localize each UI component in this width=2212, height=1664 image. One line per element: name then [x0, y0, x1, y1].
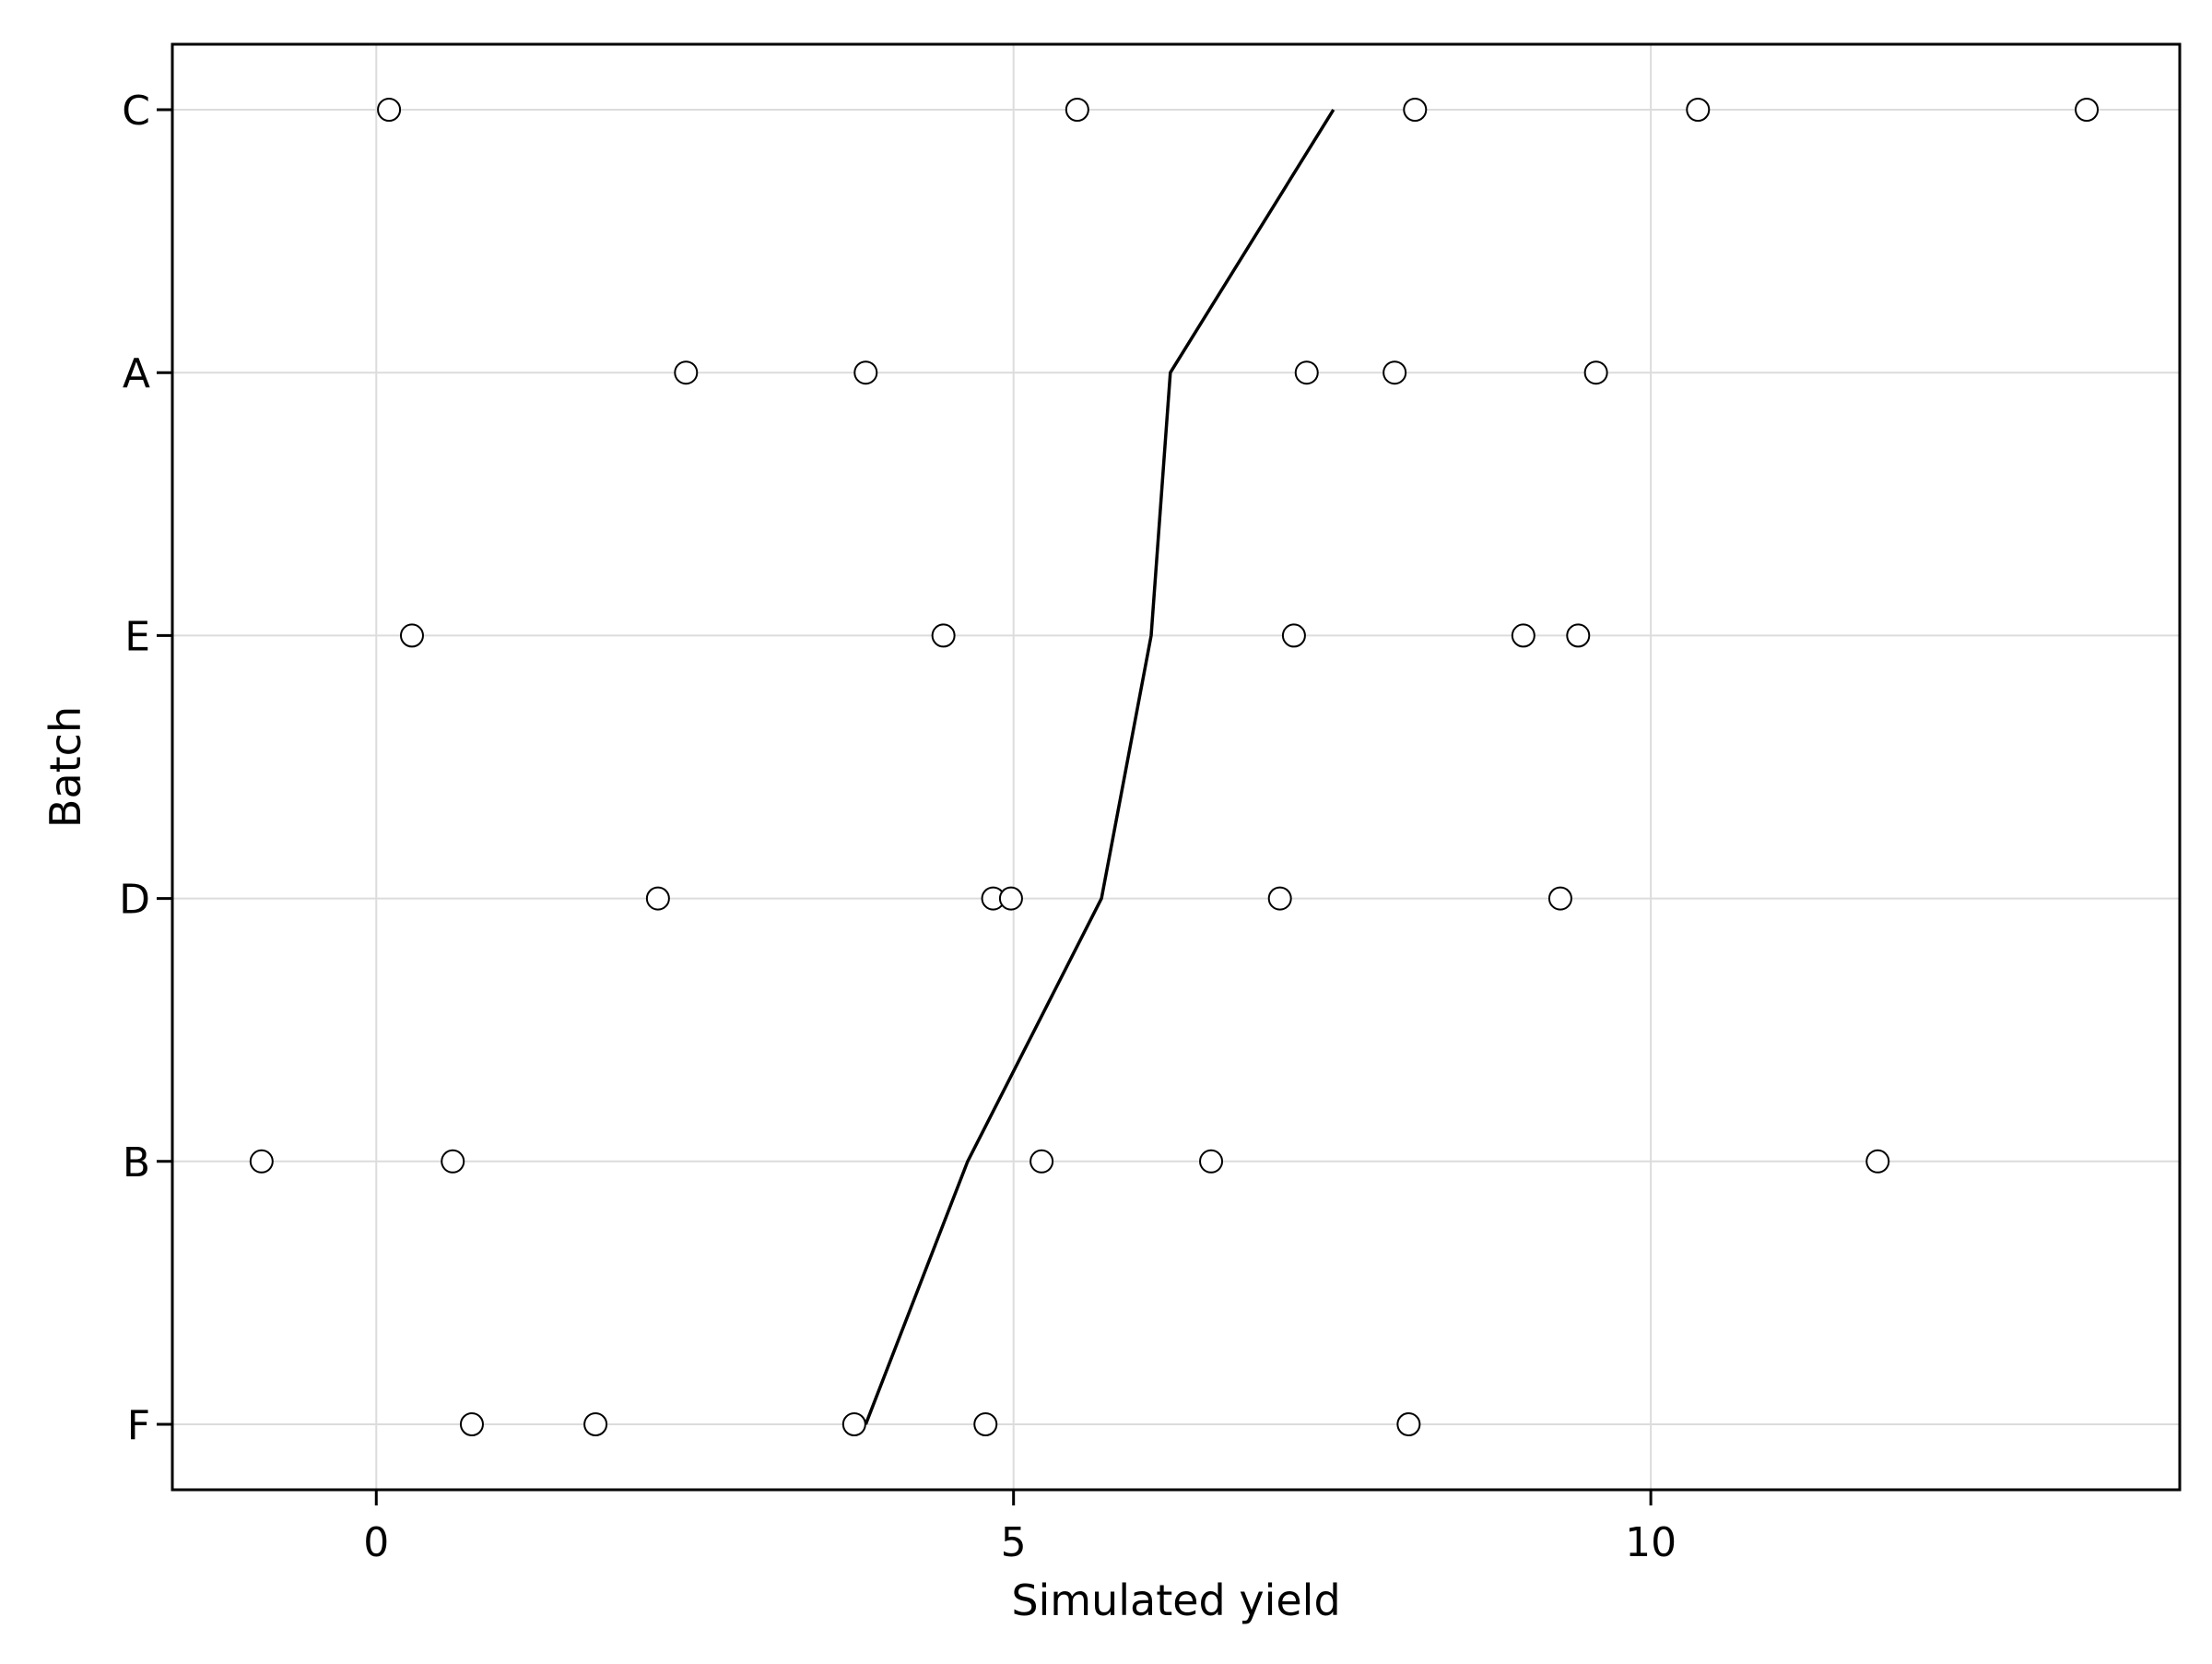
data-point [1547, 886, 1572, 911]
y-tick-label: D [119, 877, 150, 924]
data-point [973, 1412, 998, 1436]
data-point [931, 623, 956, 648]
data-point [998, 886, 1023, 911]
data-point [249, 1149, 274, 1174]
data-point [1865, 1149, 1890, 1174]
data-point [441, 1149, 465, 1174]
data-point [1566, 623, 1591, 648]
data-point [377, 98, 402, 122]
data-point [1396, 1412, 1421, 1436]
x-tick-label: 0 [363, 1519, 389, 1566]
x-axis-label: Simulated yield [1011, 1575, 1340, 1625]
data-point [1686, 98, 1711, 122]
median-trend-line [864, 109, 1335, 1425]
y-tick-label: E [124, 613, 150, 660]
data-point [399, 623, 424, 648]
point-layer [249, 98, 2100, 1436]
line-layer [864, 109, 1335, 1425]
data-point [2075, 98, 2100, 122]
data-point [583, 1412, 608, 1436]
data-point [1403, 98, 1428, 122]
data-point [841, 1412, 866, 1436]
data-point [1199, 1149, 1224, 1174]
y-axis-label: Batch [41, 706, 90, 828]
data-point [1294, 360, 1319, 385]
x-tick-label: 5 [1001, 1519, 1027, 1566]
data-point [459, 1412, 484, 1436]
data-point [1281, 623, 1306, 648]
y-tick-label: A [123, 350, 150, 397]
y-tick-label: F [127, 1402, 150, 1449]
data-point [1583, 360, 1608, 385]
data-point [1030, 1149, 1054, 1174]
data-point [674, 360, 699, 385]
data-point [1382, 360, 1407, 385]
data-point [645, 886, 670, 911]
data-point [1065, 98, 1089, 122]
data-point [853, 360, 878, 385]
x-tick-label: 10 [1625, 1519, 1677, 1566]
y-tick-label: B [123, 1139, 150, 1186]
axis-layer: C A E D B F 0 5 10 [119, 88, 1677, 1566]
plot-frame [171, 42, 2182, 1492]
data-point [1267, 886, 1292, 911]
data-point [1511, 623, 1535, 648]
y-tick-label: C [122, 88, 150, 135]
grid-layer [172, 44, 2180, 1490]
